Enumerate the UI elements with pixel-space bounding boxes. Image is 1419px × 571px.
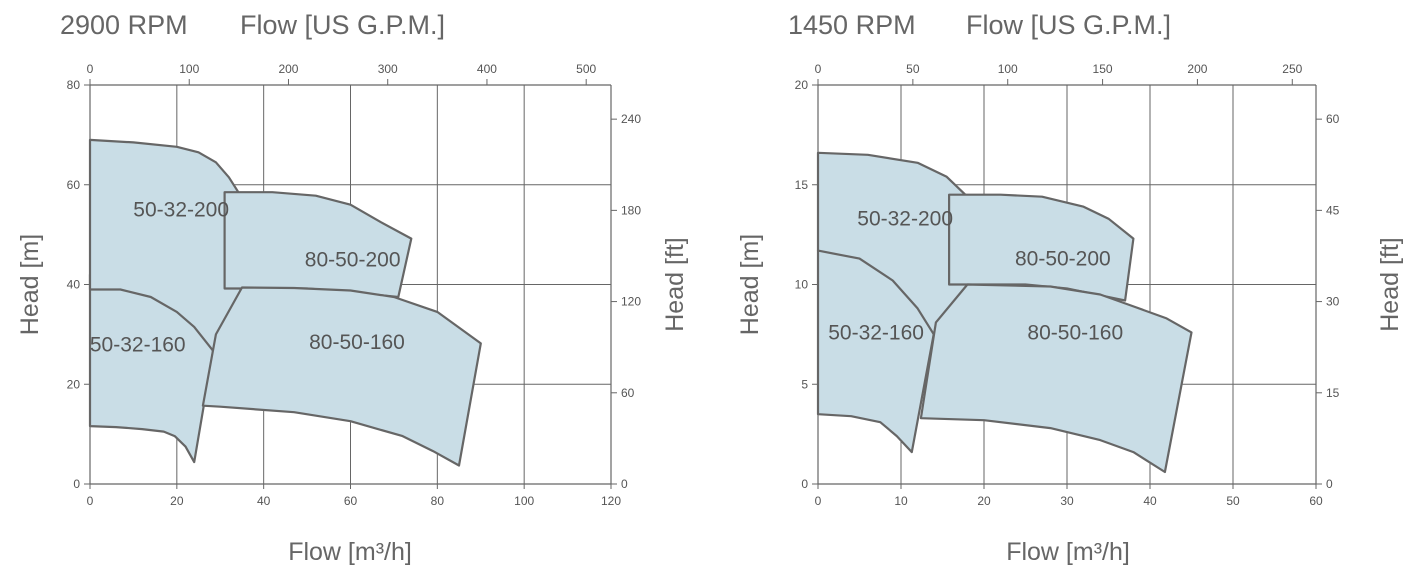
- x-tick-label: 10: [894, 494, 908, 508]
- x-tick-label: 60: [344, 494, 358, 508]
- x-axis-title: Flow [m³/h]: [288, 538, 412, 566]
- speed-label: 2900 RPM: [60, 10, 188, 40]
- right-tick-label: 30: [1326, 295, 1340, 309]
- top-tick-label: 400: [477, 62, 497, 76]
- series-labels: 50-32-160 50-32-200 80-50-200 80-50-160: [828, 208, 1123, 345]
- right-tick-label: 15: [1326, 386, 1340, 400]
- y-tick-label: 0: [801, 477, 808, 491]
- pump-chart-2900rpm: 2900 RPM Flow [US G.P.M.] 0 20 40 60 80 100 12…: [0, 0, 706, 571]
- series-area-80-50-160: [201, 286, 482, 467]
- series-label: 50-32-160: [828, 321, 924, 344]
- x-tick-label: 30: [1060, 494, 1074, 508]
- y-tick-label: 15: [795, 178, 809, 192]
- y-tick-label: 5: [801, 377, 808, 391]
- top-tick-label: 200: [278, 62, 298, 76]
- x-tick-label: 20: [977, 494, 991, 508]
- y-tick-label: 40: [67, 278, 81, 292]
- x-tick-label: 0: [87, 494, 94, 508]
- top-axis-title: Flow [US G.P.M.]: [966, 10, 1172, 40]
- x-tick-label: 120: [601, 494, 621, 508]
- top-tick-label: 300: [378, 62, 398, 76]
- top-tick-label: 100: [179, 62, 199, 76]
- y-axis-title: Head [m]: [16, 234, 44, 335]
- y-tick-label: 20: [67, 377, 81, 391]
- y2-axis-title: Head [ft]: [1376, 237, 1404, 332]
- top-tick-label: 250: [1282, 62, 1302, 76]
- x-tick-label: 40: [257, 494, 271, 508]
- top-tick-label: 150: [1093, 62, 1113, 76]
- y2-axis-title: Head [ft]: [661, 237, 689, 332]
- y-axis-title: Head [m]: [736, 234, 764, 335]
- pump-chart-1450rpm: 1450 RPM Flow [US G.P.M.] 0 10 20 30 40 50 60 0…: [713, 0, 1419, 571]
- y-tick-label: 0: [73, 477, 80, 491]
- series-label: 80-50-160: [1027, 321, 1123, 344]
- series-label: 80-50-200: [1015, 248, 1111, 271]
- series-label: 50-32-200: [133, 199, 229, 222]
- series-label: 80-50-200: [305, 249, 401, 272]
- y-tick-label: 80: [67, 78, 81, 92]
- speed-label: 1450 RPM: [788, 10, 916, 40]
- top-tick-label: 0: [87, 62, 94, 76]
- y-tick-label: 10: [795, 278, 809, 292]
- series-label: 50-32-200: [857, 208, 953, 231]
- series-label: 80-50-160: [309, 331, 405, 354]
- series-area-80-50-200: [948, 193, 1135, 302]
- x-tick-label: 50: [1226, 494, 1240, 508]
- x-tick-label: 60: [1309, 494, 1323, 508]
- right-tick-label: 0: [621, 477, 628, 491]
- series-group: [88, 138, 482, 467]
- right-tick-label: 240: [621, 112, 641, 126]
- top-tick-label: 0: [815, 62, 822, 76]
- x-tick-label: 20: [170, 494, 184, 508]
- y-tick-label: 20: [795, 78, 809, 92]
- series-group: [816, 151, 1193, 474]
- series-labels: 50-32-160 50-32-200 80-50-200 80-50-160: [90, 199, 405, 357]
- right-tick-label: 60: [1326, 112, 1340, 126]
- top-tick-label: 500: [576, 62, 596, 76]
- top-tick-label: 200: [1187, 62, 1207, 76]
- right-tick-label: 120: [621, 295, 641, 309]
- series-label: 50-32-160: [90, 333, 186, 356]
- x-tick-label: 100: [514, 494, 534, 508]
- x-axis-title: Flow [m³/h]: [1006, 538, 1130, 566]
- y-tick-label: 60: [67, 178, 81, 192]
- right-tick-label: 60: [621, 386, 635, 400]
- top-axis-title: Flow [US G.P.M.]: [240, 10, 446, 40]
- top-tick-label: 100: [998, 62, 1018, 76]
- top-tick-label: 50: [906, 62, 920, 76]
- x-tick-label: 40: [1143, 494, 1157, 508]
- x-tick-label: 80: [431, 494, 445, 508]
- right-tick-label: 0: [1326, 477, 1333, 491]
- series-area-80-50-160: [919, 283, 1193, 474]
- right-tick-label: 180: [621, 203, 641, 217]
- x-tick-label: 0: [815, 494, 822, 508]
- series-area-80-50-200: [223, 191, 413, 299]
- right-tick-label: 45: [1326, 203, 1340, 217]
